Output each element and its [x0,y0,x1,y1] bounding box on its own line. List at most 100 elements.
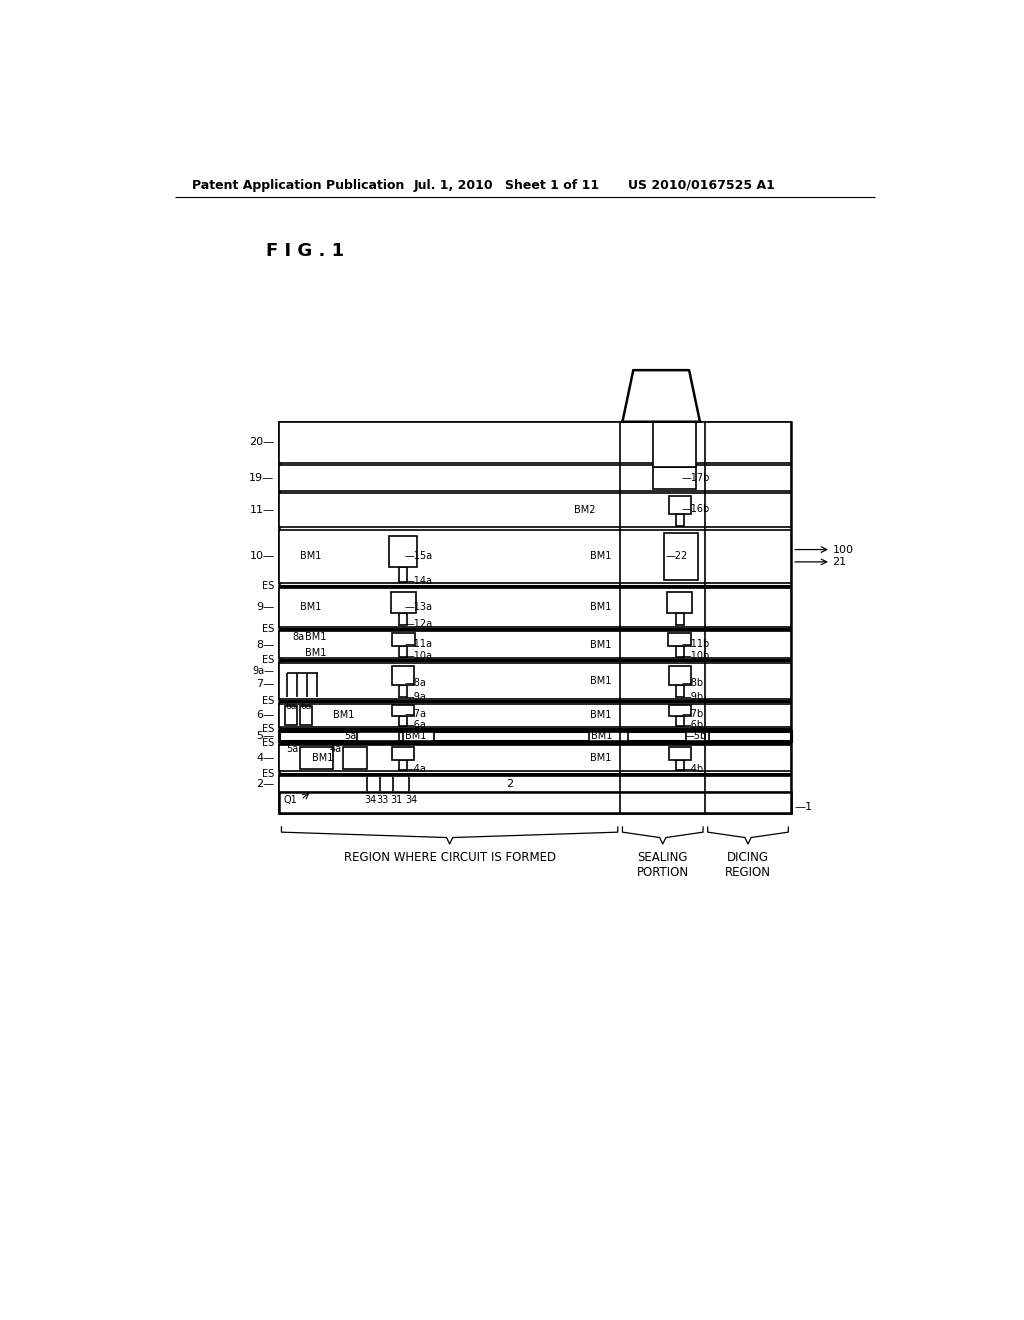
Text: —10a: —10a [404,651,433,661]
Text: ES: ES [262,738,274,748]
Text: —7a: —7a [404,709,427,719]
Bar [668,591,692,612]
Text: 9a—: 9a— [253,665,274,676]
Text: Sheet 1 of 11: Sheet 1 of 11 [505,178,599,191]
Bar [399,566,408,582]
Text: BM1: BM1 [590,754,611,763]
Text: Jul. 1, 2010: Jul. 1, 2010 [414,178,493,191]
Text: —10b: —10b [681,651,710,661]
Bar [399,647,408,656]
Text: Patent Application Publication: Patent Application Publication [191,178,403,191]
Text: 2: 2 [506,779,513,789]
Text: 6a: 6a [301,702,312,711]
Bar [280,422,791,813]
Bar [676,760,684,770]
Bar [280,776,791,792]
Text: 8a: 8a [292,631,304,642]
Bar [391,591,416,612]
Bar [280,465,791,491]
Text: —16b: —16b [681,504,710,513]
Text: BM1: BM1 [590,710,611,721]
Text: ES: ES [262,696,274,706]
Bar [669,496,690,513]
Bar [676,612,684,626]
Bar [343,747,367,770]
Text: 11—: 11— [250,506,274,515]
Text: 19—: 19— [249,473,274,483]
Text: 34: 34 [406,795,418,805]
Text: 8—: 8— [256,640,274,649]
Text: 5a: 5a [344,731,356,742]
Text: Q1: Q1 [283,795,297,805]
Bar [280,631,791,659]
Text: 5—: 5— [256,731,274,742]
Text: ES: ES [262,624,274,634]
Bar [653,467,696,488]
Bar [589,733,628,741]
Text: 100: 100 [833,545,853,554]
Bar [356,733,399,741]
Bar [392,665,414,685]
Text: 6—: 6— [256,710,274,721]
Text: —15a: —15a [404,552,433,561]
Bar [399,685,408,697]
Text: DICING
REGION: DICING REGION [725,851,771,879]
Bar [280,744,791,771]
Text: 10—: 10— [250,552,274,561]
Bar [280,494,791,527]
Text: —1: —1 [795,801,813,812]
Text: —6b: —6b [681,721,703,730]
Bar [391,634,415,647]
Text: —12a: —12a [404,619,433,630]
Text: BM1: BM1 [305,648,326,657]
Text: 34: 34 [365,795,377,805]
Bar [280,731,791,742]
Text: 33: 33 [377,795,389,805]
Text: —17b: —17b [681,473,710,483]
Bar [392,705,414,717]
Bar [669,665,690,685]
Bar [280,663,791,700]
Bar [280,792,791,813]
Bar [280,589,791,627]
Bar [300,747,333,770]
Text: 31: 31 [391,795,403,805]
Text: 5a: 5a [287,744,299,754]
Bar [403,733,434,741]
Bar [676,647,684,656]
Text: ES: ES [262,723,274,734]
Text: ES: ES [262,768,274,779]
Text: BM2: BM2 [573,506,595,515]
Bar [686,733,710,741]
Text: 21: 21 [833,557,847,566]
Text: BM1: BM1 [591,731,612,742]
Bar [665,533,698,581]
Text: ES: ES [262,656,274,665]
Text: —7b: —7b [681,709,703,719]
Text: BM1: BM1 [590,640,611,649]
Text: —8a: —8a [404,677,427,688]
Bar [300,706,312,725]
Text: 4a: 4a [330,744,342,754]
Text: —9b: —9b [681,692,703,702]
Bar [669,705,690,717]
Text: —11a: —11a [404,639,433,649]
Text: BM1: BM1 [300,602,322,612]
Text: —14a: —14a [404,576,433,586]
Text: BM1: BM1 [305,631,326,642]
Bar [653,422,696,467]
Bar [280,422,791,462]
Text: BM1: BM1 [334,710,354,721]
Bar [392,747,414,760]
Text: BM1: BM1 [590,552,611,561]
Polygon shape [623,370,700,422]
Text: 9—: 9— [256,602,274,612]
Text: BM1: BM1 [311,754,333,763]
Bar [669,747,690,760]
Text: 2—: 2— [256,779,274,789]
Bar [676,513,684,525]
Bar [399,760,408,770]
Bar [389,536,417,566]
Text: —13a: —13a [404,602,433,611]
Text: 7—: 7— [256,680,274,689]
